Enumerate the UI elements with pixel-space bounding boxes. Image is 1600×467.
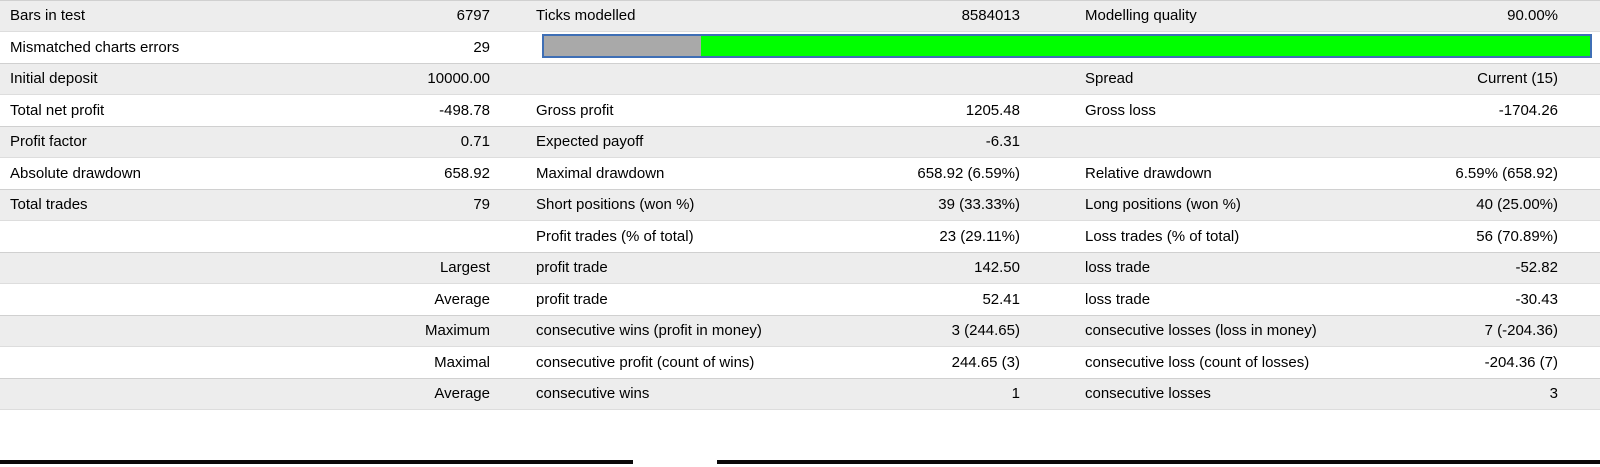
metric-label-col3: Gross loss [1085, 101, 1156, 119]
metric-label-col3: loss trade [1085, 290, 1151, 308]
progress-green-segment [700, 35, 1590, 56]
metric-label-col1: Bars in test [10, 7, 86, 25]
metric-label-col3: consecutive losses [1085, 385, 1211, 403]
metric-label-col1: Profit factor [10, 133, 87, 151]
metric-value-col3: -30.43 [1515, 290, 1558, 308]
metric-value-col3: -52.82 [1515, 259, 1558, 277]
metric-value-col1: Largest [439, 259, 490, 277]
metric-label-col2: Profit trades (% of total) [536, 227, 694, 245]
metric-value-col2: 3 (244.65) [951, 322, 1020, 340]
metric-value-col3: 40 (25.00%) [1476, 196, 1558, 214]
metric-label-col2: Short positions (won %) [536, 196, 695, 214]
metric-value-col1: Maximal [434, 353, 490, 371]
metric-label-col3: Relative drawdown [1085, 164, 1212, 182]
metric-value-col1: Average [434, 385, 490, 403]
metric-value-col2: 658.92 (6.59%) [917, 164, 1020, 182]
metric-label-col3: Spread [1085, 70, 1134, 88]
metric-label-col2: consecutive wins (profit in money) [536, 322, 762, 340]
metric-label-col2: consecutive wins [536, 385, 650, 403]
chart-top-border-right-segment [717, 460, 1600, 464]
metric-value-col1: 6797 [456, 7, 490, 25]
metric-value-col2: 1 [1011, 385, 1020, 403]
metric-value-col2: 1205.48 [965, 101, 1020, 119]
metric-value-col3: -1704.26 [1498, 101, 1558, 119]
report-row: Profit trades (% of total) 23 (29.11%) L… [0, 220, 1600, 252]
progress-gray-segment [544, 35, 701, 56]
report-row: Profit factor 0.71 Expected payoff -6.31 [0, 126, 1600, 158]
metric-value-col2: -6.31 [985, 133, 1020, 151]
report-row: Total trades 79 Short positions (won %) … [0, 189, 1600, 221]
metric-label-col1: Total net profit [10, 101, 105, 119]
metric-value-col3: 3 [1549, 385, 1558, 403]
metric-label-col1: Absolute drawdown [10, 164, 141, 182]
metric-value-col2: 52.41 [982, 290, 1020, 308]
metric-value-col1: 79 [473, 196, 490, 214]
metric-value-col3: 6.59% (658.92) [1455, 164, 1558, 182]
metric-value-col2: 244.65 (3) [951, 353, 1020, 371]
modelling-quality-progress-bar [542, 33, 1592, 58]
report-row: Average profit trade 52.41 loss trade -3… [0, 283, 1600, 315]
metric-label-col3: Modelling quality [1085, 7, 1197, 25]
metric-value-col1: -498.78 [439, 101, 490, 119]
chart-top-border [0, 460, 1600, 464]
report-rows: Bars in test 6797 Ticks modelled 8584013… [0, 0, 1600, 410]
report-row: Largest profit trade 142.50 loss trade -… [0, 252, 1600, 284]
report-row: Mismatched charts errors 29 [0, 31, 1600, 63]
metric-value-col3: Current (15) [1477, 70, 1558, 88]
metric-value-col1: 10000.00 [427, 70, 490, 88]
metric-value-col1: 0.71 [460, 133, 490, 151]
chart-top-border-left-segment [0, 460, 633, 464]
metric-label-col3: loss trade [1085, 259, 1151, 277]
report-row: Initial deposit 10000.00 Spread Current … [0, 63, 1600, 95]
metric-label-col2: profit trade [536, 259, 608, 277]
metric-value-col2: 142.50 [974, 259, 1020, 277]
metric-label-col1: Mismatched charts errors [10, 38, 180, 56]
metric-label-col3: consecutive losses (loss in money) [1085, 322, 1317, 340]
metric-label-col2: profit trade [536, 290, 608, 308]
report-row: Total net profit -498.78 Gross profit 12… [0, 94, 1600, 126]
metric-value-col1: 658.92 [444, 164, 490, 182]
metric-label-col3: Long positions (won %) [1085, 196, 1241, 214]
report-row: Average consecutive wins 1 consecutive l… [0, 378, 1600, 410]
metric-value-col3: 90.00% [1507, 7, 1558, 25]
metric-value-col2: 23 (29.11%) [939, 227, 1020, 245]
metric-label-col2: Gross profit [536, 101, 614, 119]
metric-label-col1: Initial deposit [10, 70, 98, 88]
metric-label-col2: Maximal drawdown [536, 164, 665, 182]
report-row: Absolute drawdown 658.92 Maximal drawdow… [0, 157, 1600, 189]
report-row: Maximum consecutive wins (profit in mone… [0, 315, 1600, 347]
metric-value-col1: Maximum [424, 322, 490, 340]
metric-label-col2: Ticks modelled [536, 7, 636, 25]
report-row: Bars in test 6797 Ticks modelled 8584013… [0, 0, 1600, 32]
metric-value-col1: 29 [473, 38, 490, 56]
metric-value-col3: -204.36 (7) [1484, 353, 1558, 371]
metric-label-col3: Loss trades (% of total) [1085, 227, 1240, 245]
report-row: Maximal consecutive profit (count of win… [0, 346, 1600, 378]
metric-label-col1: Total trades [10, 196, 88, 214]
metric-label-col3: consecutive loss (count of losses) [1085, 353, 1310, 371]
metric-value-col1: Average [434, 290, 490, 308]
metric-value-col3: 56 (70.89%) [1476, 227, 1558, 245]
metric-value-col2: 8584013 [961, 7, 1020, 25]
metric-value-col3: 7 (-204.36) [1484, 322, 1558, 340]
metric-value-col2: 39 (33.33%) [938, 196, 1020, 214]
metric-label-col2: Expected payoff [536, 133, 644, 151]
metric-label-col2: consecutive profit (count of wins) [536, 353, 755, 371]
